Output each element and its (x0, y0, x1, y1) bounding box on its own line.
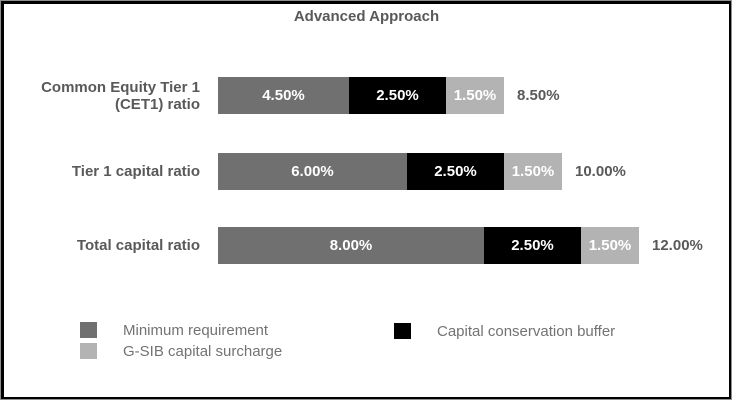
legend-label: Minimum requirement (123, 321, 269, 339)
legend-label: Capital conservation buffer (437, 322, 616, 340)
chart-title: Advanced Approach (293, 8, 440, 25)
chart-area: Advanced Approach Common Equity Tier 1 (C… (4, 4, 729, 397)
bar-segment-g-sib-capital-surcharge: 1.50% (504, 153, 562, 190)
bar-row: 4.50% 2.50% 1.50% (218, 77, 504, 114)
category-label: Total capital ratio (76, 237, 200, 254)
bar-segment-g-sib-capital-surcharge: 1.50% (446, 77, 504, 114)
legend-swatch-minimum-requirement (80, 322, 97, 338)
bar-segment-g-sib-capital-surcharge: 1.50% (581, 227, 639, 264)
bar-segment-capital-conservation-buffer: 2.50% (484, 227, 581, 264)
category-label: Common Equity Tier 1 (CET1) ratio (41, 78, 200, 113)
bar-segment-capital-conservation-buffer: 2.50% (407, 153, 504, 190)
total-label: 12.00% (652, 237, 703, 254)
category-label: Tier 1 capital ratio (71, 163, 200, 180)
bar-segment-minimum-requirement: 8.00% (218, 227, 484, 264)
legend-label: G-SIB capital surcharge (123, 342, 283, 360)
bar-row: 8.00% 2.50% 1.50% (218, 227, 639, 264)
legend-item-gsib-capital-surcharge: G-SIB capital surcharge (80, 341, 282, 361)
legend-swatch-gsib-capital-surcharge (80, 343, 97, 359)
legend-item-minimum-requirement: Minimum requirement (80, 320, 268, 340)
bar-row: 6.00% 2.50% 1.50% (218, 153, 562, 190)
legend-swatch-capital-conservation-buffer (394, 323, 411, 339)
bar-segment-capital-conservation-buffer: 2.50% (349, 77, 446, 114)
legend-item-capital-conservation-buffer: Capital conservation buffer (394, 321, 615, 341)
total-label: 8.50% (517, 87, 560, 104)
bar-segment-minimum-requirement: 6.00% (218, 153, 407, 190)
total-label: 10.00% (575, 163, 626, 180)
bar-segment-minimum-requirement: 4.50% (218, 77, 349, 114)
